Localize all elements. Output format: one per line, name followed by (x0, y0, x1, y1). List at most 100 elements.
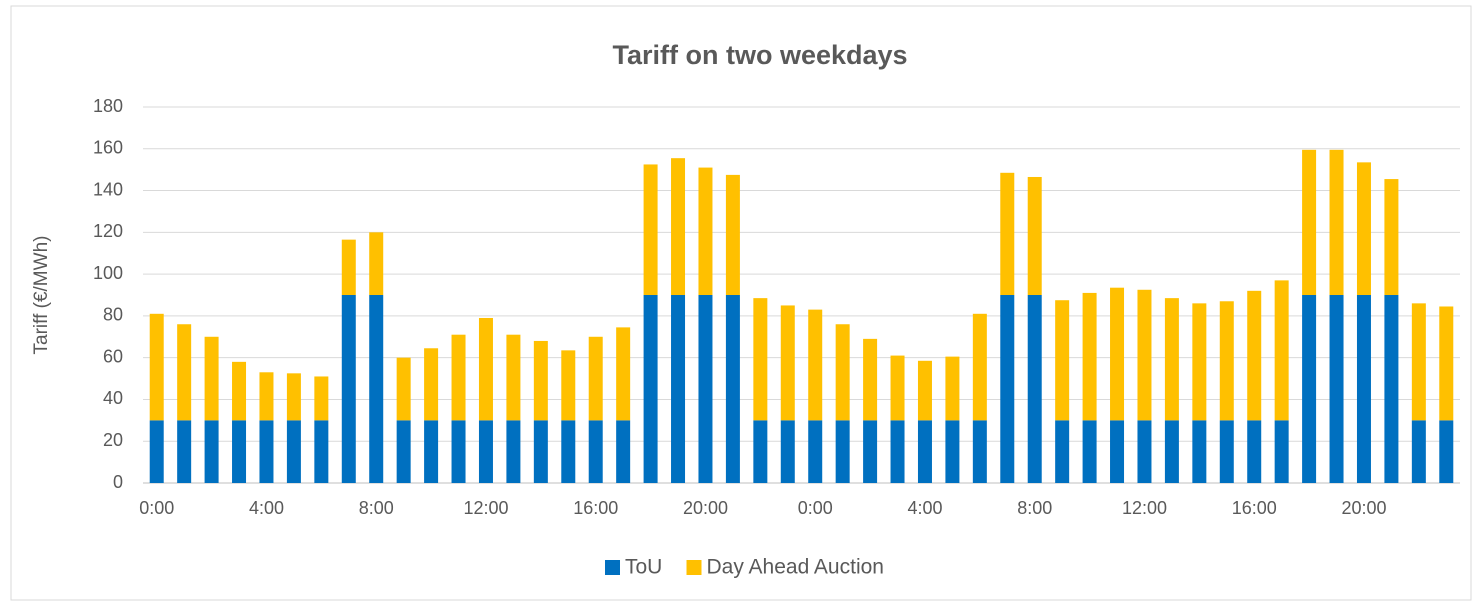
y-tick-label: 80 (103, 305, 123, 325)
x-tick-label: 0:00 (798, 498, 833, 518)
bar-segment (890, 420, 905, 483)
y-tick-label: 40 (103, 388, 123, 408)
bar-segment (835, 324, 850, 421)
bar-segment (808, 309, 823, 421)
y-tick-label: 160 (93, 138, 123, 158)
bar-segment (725, 295, 740, 483)
bar-segment (149, 420, 164, 483)
bar-segment (643, 164, 658, 295)
bar-segment (1192, 303, 1207, 421)
y-tick-label: 140 (93, 179, 123, 199)
bar-segment (890, 355, 905, 421)
legend-swatch (605, 560, 620, 575)
bar-segment (149, 313, 164, 421)
bar-segment (1219, 301, 1234, 421)
bar-segment (588, 336, 603, 421)
bar-segment (232, 420, 247, 483)
bar-segment (1247, 290, 1262, 421)
bar-segment (533, 420, 548, 483)
bar-segment (177, 324, 192, 421)
bar-segment (1329, 295, 1344, 483)
y-tick-label: 180 (93, 96, 123, 116)
bar-segment (1302, 149, 1317, 295)
bar-segment (424, 348, 439, 421)
bar-segment (945, 356, 960, 421)
bar-segment (972, 420, 987, 483)
x-tick-label: 20:00 (1341, 498, 1386, 518)
x-tick-label: 12:00 (1122, 498, 1167, 518)
bar-segment (945, 420, 960, 483)
y-axis-label: Tariff (€/MWh) (31, 236, 52, 355)
bar-segment (1055, 420, 1070, 483)
bar-segment (1356, 162, 1371, 295)
bar-segment (917, 360, 932, 421)
legend-label: ToU (625, 556, 662, 579)
bar-segment (808, 420, 823, 483)
bar-segment (671, 158, 686, 295)
x-tick-label: 16:00 (1232, 498, 1277, 518)
bar-segment (451, 420, 466, 483)
bar-segment (451, 334, 466, 421)
bar-segment (396, 357, 411, 421)
legend-swatch (686, 560, 702, 575)
bar-segment (314, 376, 329, 421)
bar-segment (780, 420, 795, 483)
bar-segment (616, 420, 631, 483)
bar-segment (1027, 295, 1042, 483)
bar-segment (1137, 420, 1152, 483)
bar-segment (478, 420, 493, 483)
chart-title: Tariff on two weekdays (612, 40, 907, 70)
bar-segment (616, 327, 631, 421)
bar-segment (1219, 420, 1234, 483)
bar-segment (286, 420, 301, 483)
bar-segment (863, 420, 878, 483)
bar-segment (1274, 420, 1289, 483)
bar-segment (204, 420, 219, 483)
bar-segment (177, 420, 192, 483)
bar-segment (1439, 420, 1454, 483)
y-tick-label: 0 (113, 472, 123, 492)
bar-segment (259, 420, 274, 483)
bar-segment (1247, 420, 1262, 483)
bar-segment (424, 420, 439, 483)
bar-segment (1329, 149, 1344, 295)
bar-segment (1000, 295, 1015, 483)
x-tick-label: 4:00 (249, 498, 284, 518)
bar-segment (643, 295, 658, 483)
x-tick-label: 0:00 (139, 498, 174, 518)
x-tick-label: 8:00 (1017, 498, 1052, 518)
bar-segment (753, 298, 768, 421)
bar-segment (1439, 306, 1454, 421)
y-tick-label: 100 (93, 263, 123, 283)
bar-segment (1082, 420, 1097, 483)
bar-segment (1082, 292, 1097, 421)
bar-segment (478, 317, 493, 421)
y-tick-label: 120 (93, 221, 123, 241)
bar-segment (1192, 420, 1207, 483)
bar-segment (204, 336, 219, 421)
bar-segment (314, 420, 329, 483)
bar-segment (533, 340, 548, 421)
bar-segment (725, 174, 740, 295)
bar-segment (1055, 300, 1070, 421)
bar-segment (341, 295, 356, 483)
bar-segment (1027, 176, 1042, 295)
bar-segment (1110, 287, 1125, 421)
bar-segment (286, 373, 301, 421)
bar-segment (753, 420, 768, 483)
bar-segment (1384, 179, 1399, 295)
bar-segment (369, 295, 384, 483)
bar-segment (588, 420, 603, 483)
bar-segment (698, 295, 713, 483)
x-tick-label: 20:00 (683, 498, 728, 518)
y-tick-label: 20 (103, 430, 123, 450)
bar-segment (1164, 420, 1179, 483)
bar-segment (1000, 172, 1015, 295)
x-tick-label: 8:00 (359, 498, 394, 518)
bar-segment (780, 305, 795, 421)
bar-segment (1274, 280, 1289, 421)
bar-segment (1302, 295, 1317, 483)
bar-segment (561, 350, 576, 421)
bar-segment (1164, 298, 1179, 421)
